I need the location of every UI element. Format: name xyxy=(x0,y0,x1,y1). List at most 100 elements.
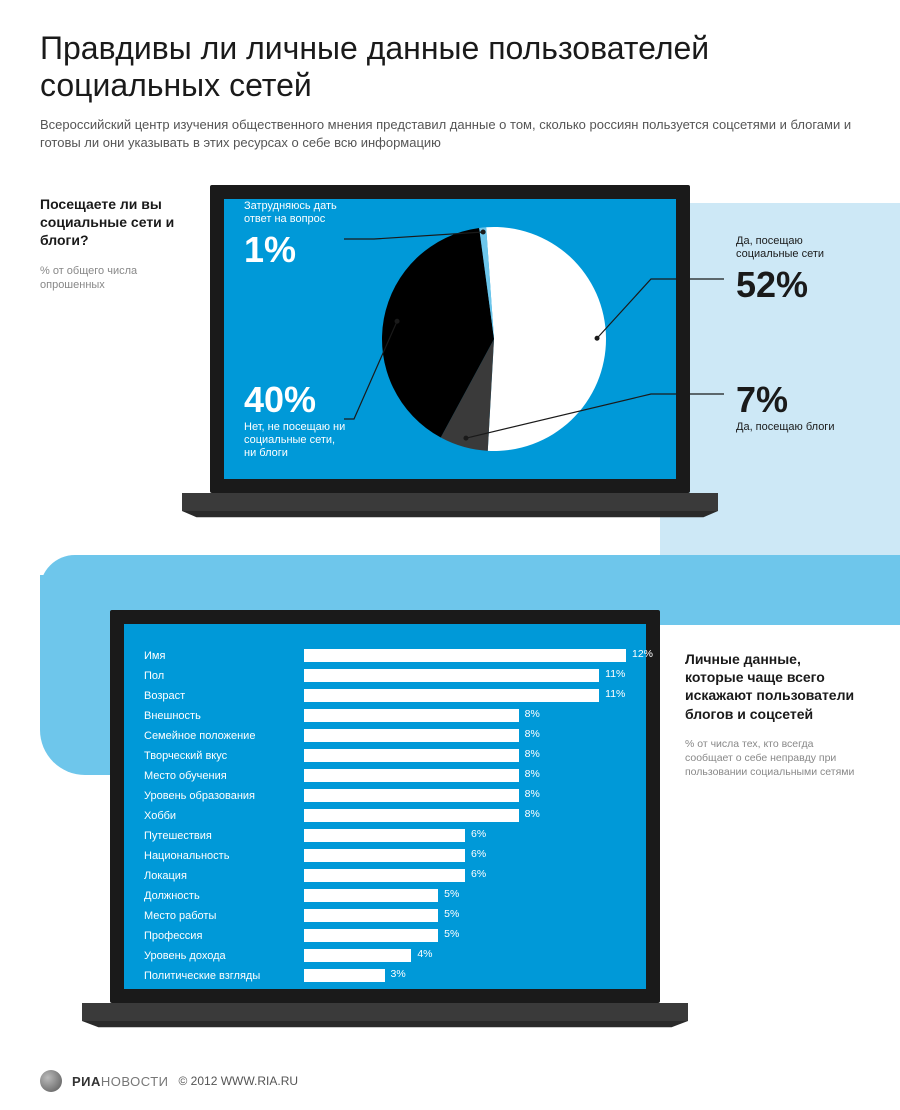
bar-track: 11% xyxy=(304,689,626,702)
bar-value: 6% xyxy=(465,868,486,880)
bar-label: Имя xyxy=(144,650,304,662)
question-block-2: Личные данные, которые чаще всего искажа… xyxy=(685,650,860,779)
question-sub: % от числа тех, кто всегда сообщает о се… xyxy=(685,737,860,780)
bar-track: 8% xyxy=(304,809,626,822)
bar-fill xyxy=(304,969,385,982)
bar-row: Место работы 5% xyxy=(144,906,626,925)
bar-track: 3% xyxy=(304,969,626,982)
bar-track: 6% xyxy=(304,869,626,882)
bar-track: 8% xyxy=(304,789,626,802)
bar-value: 8% xyxy=(519,768,540,780)
bar-value: 8% xyxy=(519,808,540,820)
bar-track: 5% xyxy=(304,889,626,902)
laptop-base xyxy=(82,1003,688,1021)
bar-fill xyxy=(304,829,465,842)
bar-fill xyxy=(304,709,519,722)
bar-track: 8% xyxy=(304,709,626,722)
bar-row: Локация6% xyxy=(144,866,626,885)
copyright: © 2012 WWW.RIA.RU xyxy=(179,1074,299,1088)
bar-value: 8% xyxy=(519,788,540,800)
bar-track: 12% xyxy=(304,649,626,662)
question-text: Личные данные, которые чаще всего искажа… xyxy=(685,650,860,723)
laptop-illustration: Имя12%Пол11%Возраст11%Внешность8%Семейно… xyxy=(110,610,660,1021)
screen: Да, посещаюсоциальные сети52%Да, посещаю… xyxy=(224,199,676,479)
bar-track: 4% xyxy=(304,949,626,962)
globe-icon xyxy=(40,1070,62,1092)
bar-fill xyxy=(304,909,438,922)
bar-value: 4% xyxy=(411,948,432,960)
bar-row: Семейное положение 8% xyxy=(144,726,626,745)
bar-label: Национальность xyxy=(144,850,304,862)
bar-fill xyxy=(304,869,465,882)
bar-label: Политические взгляды xyxy=(144,970,304,982)
bar-value: 8% xyxy=(519,708,540,720)
bar-fill xyxy=(304,889,438,902)
bar-label: Пол xyxy=(144,670,304,682)
pie-slice xyxy=(486,227,606,451)
bar-label: Уровень образования xyxy=(144,790,304,802)
bar-row: Уровень дохода 4% xyxy=(144,946,626,965)
bar-row: Должность5% xyxy=(144,886,626,905)
bar-fill xyxy=(304,749,519,762)
screen-bezel: Да, посещаюсоциальные сети52%Да, посещаю… xyxy=(210,185,690,493)
bar-label: Хобби xyxy=(144,810,304,822)
bar-value: 8% xyxy=(519,728,540,740)
bar-row: Политические взгляды 3% xyxy=(144,966,626,985)
bar-track: 8% xyxy=(304,729,626,742)
bar-label: Профессия xyxy=(144,930,304,942)
brand-logo: РИАНОВОСТИ xyxy=(72,1074,169,1089)
pie-slice-label: Затрудняюсь датьответ на вопрос xyxy=(244,200,337,225)
bar-value: 12% xyxy=(626,648,653,660)
bar-chart: Имя12%Пол11%Возраст11%Внешность8%Семейно… xyxy=(124,624,646,989)
bar-label: Место работы xyxy=(144,910,304,922)
bar-fill xyxy=(304,949,411,962)
pie-slice-label: Да, посещаю блоги xyxy=(736,421,834,433)
bar-value: 11% xyxy=(599,668,625,680)
bar-row: Уровень образования 8% xyxy=(144,786,626,805)
header: Правдивы ли личные данные пользователей … xyxy=(0,0,900,167)
pie-chart: Да, посещаюсоциальные сети52%Да, посещаю… xyxy=(134,199,754,479)
bar-row: Пол 11% xyxy=(144,666,626,685)
section-pie: Посещаете ли вы социальные сети и блоги?… xyxy=(0,175,900,575)
bar-fill xyxy=(304,789,519,802)
bar-fill xyxy=(304,849,465,862)
bar-fill xyxy=(304,689,599,702)
bar-track: 5% xyxy=(304,929,626,942)
bar-label: Место обучения xyxy=(144,770,304,782)
bar-row: Имя12% xyxy=(144,646,626,665)
bar-row: Творческий вкус8% xyxy=(144,746,626,765)
bar-label: Семейное положение xyxy=(144,730,304,742)
bar-fill xyxy=(304,729,519,742)
bar-value: 11% xyxy=(599,688,625,700)
bar-row: Путешествия 6% xyxy=(144,826,626,845)
bar-row: Профессия5% xyxy=(144,926,626,945)
pie-slice-value: 52% xyxy=(736,264,808,305)
laptop-illustration: Да, посещаюсоциальные сети52%Да, посещаю… xyxy=(210,185,690,511)
bar-label: Путешествия xyxy=(144,830,304,842)
bar-track: 11% xyxy=(304,669,626,682)
section-bars: Личные данные, которые чаще всего искажа… xyxy=(0,555,900,1035)
bar-value: 6% xyxy=(465,848,486,860)
bar-row: Национальность 6% xyxy=(144,846,626,865)
laptop-base xyxy=(182,493,718,511)
bar-label: Уровень дохода xyxy=(144,950,304,962)
bar-track: 8% xyxy=(304,769,626,782)
bar-value: 5% xyxy=(438,888,459,900)
bar-label: Внешность xyxy=(144,710,304,722)
pie-slice-value: 7% xyxy=(736,379,788,420)
bar-label: Возраст xyxy=(144,690,304,702)
bar-fill xyxy=(304,809,519,822)
page-title: Правдивы ли личные данные пользователей … xyxy=(40,30,860,104)
bar-value: 8% xyxy=(519,748,540,760)
bar-value: 6% xyxy=(465,828,486,840)
bar-row: Место обучения 8% xyxy=(144,766,626,785)
page-subtitle: Всероссийский центр изучения общественно… xyxy=(40,116,860,152)
bar-value: 5% xyxy=(438,908,459,920)
bar-value: 3% xyxy=(385,968,406,980)
bar-fill xyxy=(304,669,599,682)
bar-row: Возраст 11% xyxy=(144,686,626,705)
bar-row: Хобби 8% xyxy=(144,806,626,825)
footer: РИАНОВОСТИ © 2012 WWW.RIA.RU xyxy=(40,1070,298,1092)
screen-bezel: Имя12%Пол11%Возраст11%Внешность8%Семейно… xyxy=(110,610,660,1003)
pie-slice-value: 40% xyxy=(244,379,316,420)
